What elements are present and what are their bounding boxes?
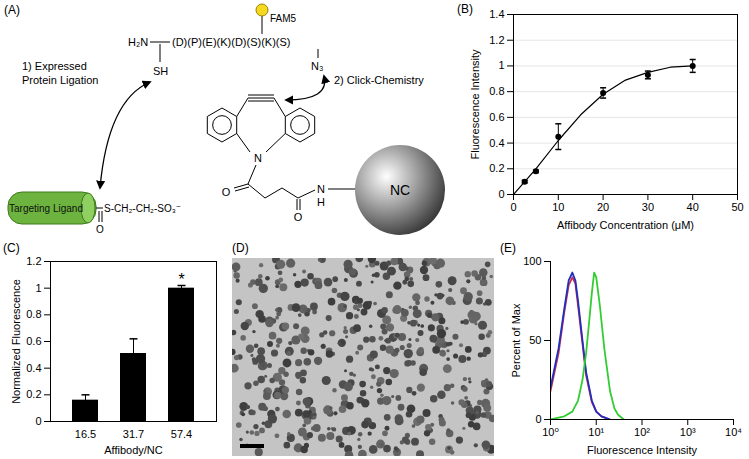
svg-text:0.4: 0.4: [489, 137, 504, 149]
svg-text:57.4: 57.4: [171, 428, 192, 440]
svg-text:1: 1: [35, 282, 41, 294]
svg-text:1) Expressed: 1) Expressed: [22, 60, 87, 72]
svg-text:1.2: 1.2: [26, 255, 41, 267]
svg-text:10¹: 10¹: [588, 426, 604, 438]
svg-text:N: N: [254, 152, 262, 164]
svg-text:SH: SH: [153, 65, 168, 77]
svg-text:0.6: 0.6: [489, 111, 504, 123]
svg-text:*: *: [178, 271, 184, 288]
svg-text:1.2: 1.2: [489, 34, 504, 46]
svg-text:20: 20: [597, 201, 609, 213]
svg-text:Affibody/NC: Affibody/NC: [104, 444, 163, 456]
svg-text:16.5: 16.5: [75, 428, 96, 440]
svg-text:H₂N: H₂N: [128, 36, 148, 48]
svg-text:100: 100: [523, 255, 541, 267]
svg-text:30: 30: [642, 201, 654, 213]
svg-text:S-CH₂-CH₂-SO₃⁻: S-CH₂-CH₂-SO₃⁻: [104, 203, 181, 214]
svg-text:Affibody Concentration (μM): Affibody Concentration (μM): [557, 219, 694, 231]
svg-text:0.2: 0.2: [26, 388, 41, 400]
svg-text:0.4: 0.4: [26, 362, 41, 374]
svg-text:50: 50: [731, 201, 743, 213]
html-text:(E): (E): [500, 241, 516, 255]
svg-text:Fluorescence Intensity: Fluorescence Intensity: [469, 49, 481, 160]
svg-text:O: O: [96, 224, 104, 235]
svg-text:0: 0: [35, 415, 41, 427]
svg-text:10²: 10²: [634, 426, 650, 438]
svg-text:0.6: 0.6: [26, 335, 41, 347]
svg-text:O: O: [294, 211, 303, 223]
svg-text:0.2: 0.2: [489, 162, 504, 174]
svg-text:50: 50: [529, 334, 541, 346]
svg-text:Protein Ligation: Protein Ligation: [22, 74, 98, 86]
svg-text:Normalized Fluorescence: Normalized Fluorescence: [10, 279, 22, 404]
svg-text:0: 0: [498, 188, 504, 200]
svg-text:10⁰: 10⁰: [542, 426, 559, 438]
svg-text:2) Click-Chemistry: 2) Click-Chemistry: [334, 74, 424, 86]
svg-text:N₃: N₃: [311, 60, 323, 72]
svg-text:10⁴: 10⁴: [725, 426, 742, 438]
svg-text:N: N: [317, 183, 325, 195]
svg-text:0: 0: [510, 201, 516, 213]
html-text:(C): (C): [3, 241, 20, 255]
svg-text:40: 40: [687, 201, 699, 213]
svg-text:1: 1: [498, 59, 504, 71]
svg-text:0.8: 0.8: [489, 85, 504, 97]
html-text:(D): (D): [232, 241, 249, 255]
svg-text:0: 0: [535, 413, 541, 425]
svg-text:1.4: 1.4: [489, 8, 504, 20]
svg-text:Fluorescence Intensity: Fluorescence Intensity: [587, 444, 698, 456]
html-text:(B): (B): [457, 2, 473, 16]
svg-text:FAM5: FAM5: [270, 13, 297, 24]
svg-text:10³: 10³: [680, 426, 696, 438]
svg-text:(D)(P)(E)(K)(D)(S)(K)(S): (D)(P)(E)(K)(D)(S)(K)(S): [172, 36, 291, 48]
svg-text:Percent of Max: Percent of Max: [510, 303, 522, 377]
svg-text:Targeting Ligand: Targeting Ligand: [9, 203, 83, 214]
svg-text:(A): (A): [4, 3, 20, 17]
svg-text:H: H: [317, 196, 325, 208]
svg-text:10: 10: [552, 201, 564, 213]
svg-text:O: O: [222, 186, 231, 198]
svg-text:31.7: 31.7: [123, 428, 144, 440]
svg-text:NC: NC: [390, 182, 410, 198]
svg-text:0.8: 0.8: [26, 308, 41, 320]
